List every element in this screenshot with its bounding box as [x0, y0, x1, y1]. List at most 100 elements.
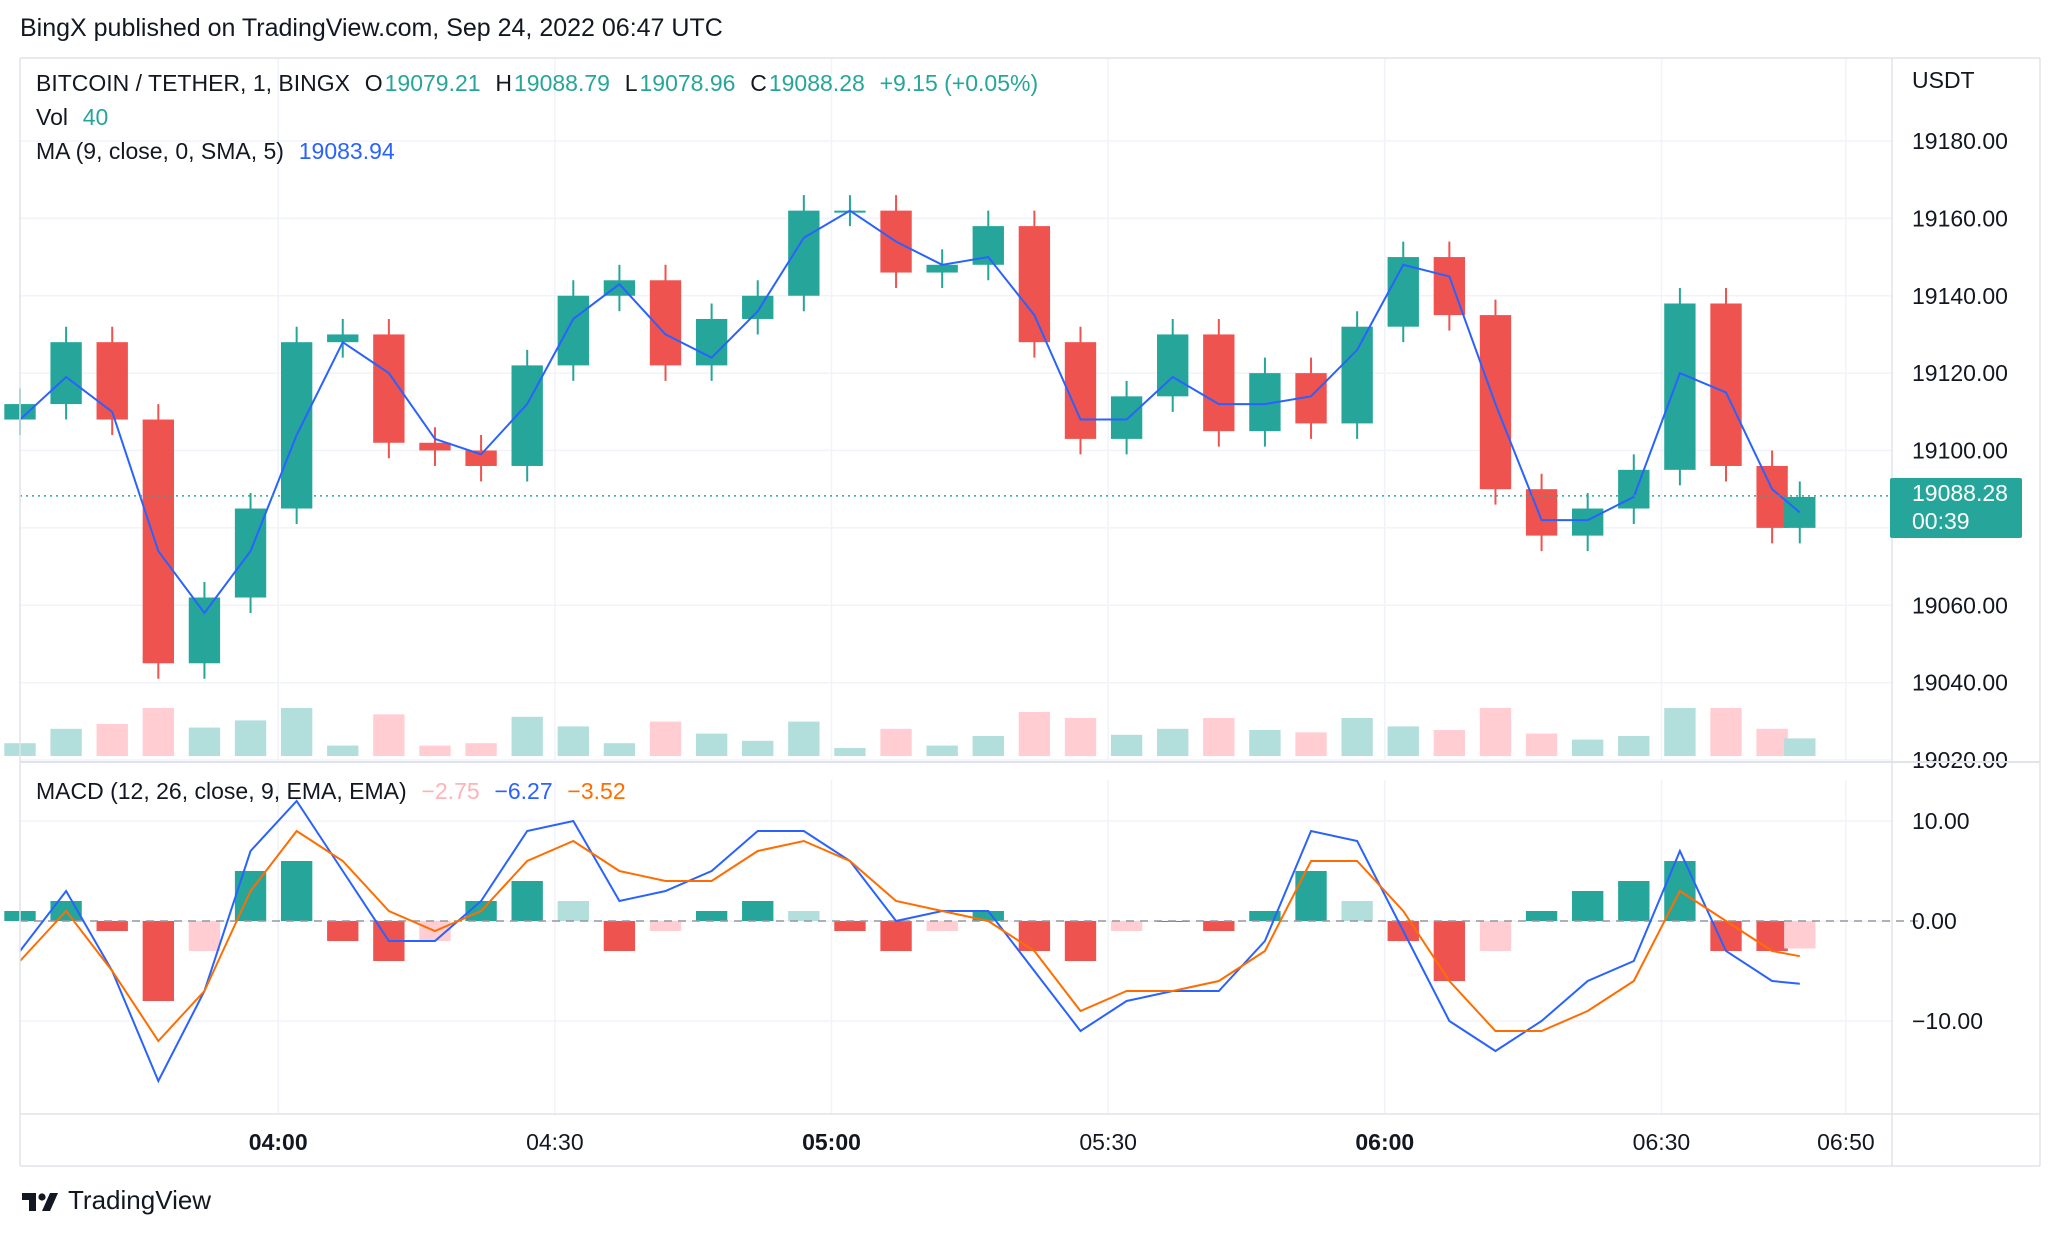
volume-bar — [511, 716, 543, 756]
macd-histogram-bar — [1525, 911, 1558, 921]
candle-body — [419, 442, 451, 451]
volume-bar — [1784, 738, 1816, 756]
tradingview-footer[interactable]: TradingView — [20, 1185, 211, 1216]
volume-bar — [1572, 739, 1604, 756]
volume-bar — [1157, 728, 1189, 756]
price-tick-label: 19060.00 — [1912, 592, 2008, 618]
volume-bar — [788, 721, 820, 756]
volume-bar — [1756, 728, 1788, 756]
macd-histogram-bar — [1784, 921, 1816, 949]
candlesticks — [4, 195, 1816, 679]
axis-labels: USDT19020.0019040.0019060.0019080.001910… — [249, 67, 2008, 1155]
volume-bar — [695, 733, 728, 756]
volume-value: 40 — [82, 104, 109, 130]
volume-bar — [1064, 718, 1097, 756]
macd-histogram-bar — [603, 921, 636, 951]
candle-body — [465, 450, 497, 466]
pane-borders — [19, 57, 2041, 1167]
macd-histogram-bar — [96, 921, 128, 931]
macd-tick-label: 10.00 — [1912, 808, 1970, 834]
macd-histogram-bar — [972, 911, 1004, 921]
candle-body — [142, 419, 175, 664]
macd-line — [19, 799, 1800, 1084]
macd-histogram-bar — [649, 921, 682, 931]
high-label: H — [495, 70, 512, 96]
volume-legend: Vol 40 — [36, 104, 110, 131]
close-label: C — [750, 70, 767, 96]
macd-histogram-bar — [142, 921, 175, 1001]
volume-bar — [465, 743, 497, 756]
macd-histogram-bar — [926, 921, 958, 931]
main-legend: BITCOIN / TETHER, 1, BINGX O19079.21 H 19… — [36, 70, 1040, 97]
time-tick-label: 06:30 — [1633, 1129, 1691, 1155]
candle-body — [280, 342, 313, 509]
volume-bar — [972, 736, 1004, 756]
symbol-label: BITCOIN / TETHER, 1, BINGX — [36, 70, 350, 96]
macd-histogram-bar — [1249, 911, 1281, 921]
volume-bar — [373, 714, 405, 756]
candle-body — [1664, 303, 1696, 470]
macd-histogram-bar — [511, 881, 543, 921]
volume-label: Vol — [36, 104, 68, 130]
volume-bar — [557, 726, 589, 756]
candle-body — [926, 264, 958, 273]
low-label: L — [624, 70, 638, 96]
change-value: +9.15 (+0.05%) — [879, 70, 1039, 96]
macd-histogram-bar — [1433, 921, 1466, 981]
low-value: 19078.96 — [639, 70, 736, 96]
volume-bar — [1710, 708, 1742, 756]
volume-bar — [1664, 708, 1696, 756]
tradingview-brand: TradingView — [68, 1185, 212, 1215]
macd-histogram-bar — [1203, 921, 1235, 931]
macd-histogram-bar — [1479, 921, 1512, 951]
open-label: O — [364, 70, 383, 96]
candle-body — [1110, 396, 1143, 439]
macd-histogram-bar — [1572, 891, 1604, 921]
macd-histogram-bar — [788, 911, 820, 921]
volume-bar — [234, 720, 267, 756]
volume-bar — [280, 708, 313, 756]
macd-tick-label: −10.00 — [1912, 1008, 1983, 1034]
macd-histogram-bar — [1756, 921, 1788, 951]
volume-bar — [142, 708, 175, 756]
time-tick-label: 04:00 — [249, 1129, 308, 1155]
countdown-text: 00:39 — [1912, 508, 1970, 534]
volume-bar — [419, 745, 451, 756]
time-tick-label: 06:50 — [1817, 1129, 1875, 1155]
macd-histogram-bar — [1110, 921, 1143, 931]
volume-bar — [1110, 734, 1143, 756]
tradingview-logo-icon — [22, 1192, 58, 1211]
macd-histogram-bar — [188, 921, 221, 951]
volume-bar — [926, 745, 958, 756]
macd-tick-label: 0.00 — [1912, 908, 1957, 934]
volume-bars — [4, 708, 1816, 756]
macd-histogram-bar — [880, 921, 912, 951]
current-price-badge: 19088.28 00:39 — [1890, 478, 2022, 538]
currency-label: USDT — [1912, 67, 1975, 93]
time-tick-label: 06:00 — [1355, 1129, 1414, 1155]
macd-histogram-bar — [1295, 871, 1327, 921]
open-value: 19079.21 — [384, 70, 481, 96]
grid-lines — [20, 58, 1892, 1114]
candle-body — [188, 597, 221, 664]
time-tick-label: 05:00 — [802, 1129, 861, 1155]
volume-bar — [742, 740, 774, 756]
macd-histogram-bar — [327, 921, 359, 941]
volume-bar — [96, 724, 128, 756]
volume-bar — [1249, 730, 1281, 756]
close-value: 19088.28 — [768, 70, 865, 96]
price-tick-label: 19020.00 — [1912, 747, 2008, 773]
candle-body — [50, 342, 82, 405]
volume-bar — [603, 743, 636, 756]
candle-body — [557, 295, 589, 366]
volume-bar — [1387, 726, 1419, 756]
macd-label: MACD (12, 26, close, 9, EMA, EMA) — [36, 778, 407, 804]
time-tick-label: 05:30 — [1079, 1129, 1137, 1155]
candle-body — [742, 295, 774, 319]
volume-bar — [188, 727, 221, 756]
macd-histogram-bar — [557, 901, 589, 921]
time-tick-label: 04:30 — [526, 1129, 584, 1155]
candle-body — [1756, 465, 1788, 528]
candle-body — [327, 334, 359, 343]
